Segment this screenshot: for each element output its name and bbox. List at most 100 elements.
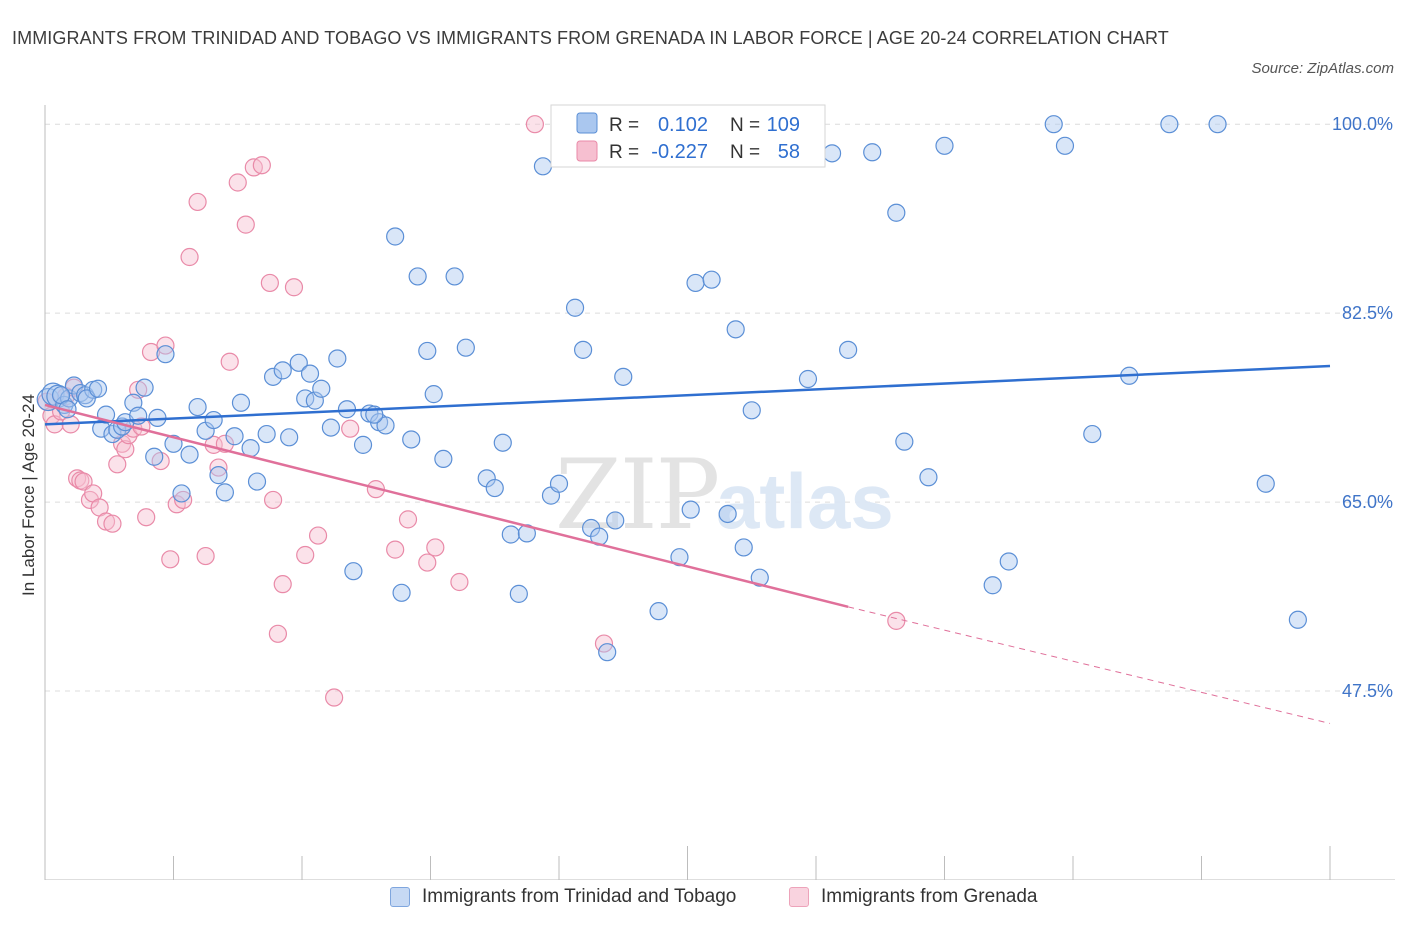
point-trinidad-90: [895, 432, 914, 451]
point-trinidad-109: [681, 500, 700, 519]
legend-n-label-2: N =: [730, 142, 760, 163]
point-trinidad-49: [386, 227, 405, 246]
point-trinidad-36: [280, 428, 299, 447]
point-trinidad-68: [573, 340, 593, 359]
legend-swatch-blue: [576, 112, 598, 134]
point-trinidad-82: [742, 401, 761, 420]
point-trinidad-91: [919, 468, 938, 487]
point-grenada-46: [308, 526, 328, 545]
chart-source: Source: ZipAtlas.com: [1251, 60, 1394, 77]
point-trinidad-33: [257, 424, 276, 444]
legend-bottom: Immigrants from Trinidad and Tobago Immi…: [0, 886, 1406, 918]
point-grenada-33: [209, 458, 228, 477]
trend-line-trinidad: [44, 364, 1331, 426]
y-tick-label-0: 47.5%: [1342, 681, 1393, 701]
point-trinidad-74: [649, 602, 668, 621]
point-trinidad-54: [424, 385, 443, 404]
point-grenada-15: [108, 455, 127, 474]
point-grenada-44: [284, 278, 304, 297]
point-trinidad-28: [215, 483, 234, 502]
point-trinidad-64: [533, 157, 553, 176]
point-grenada-36: [228, 173, 247, 192]
point-trinidad-67: [565, 298, 585, 317]
point-trinidad-101: [1256, 474, 1275, 493]
point-trinidad-52: [408, 267, 427, 286]
scatter-chart: ZIP atlas 47.5%65.0%82.5%100.0% 0.0%8.0%…: [19, 104, 1395, 880]
point-grenada-50: [386, 540, 405, 559]
point-trinidad-30: [231, 393, 251, 412]
point-trinidad-72: [606, 511, 625, 530]
point-trinidad-83: [750, 568, 769, 587]
series-grenada-points: [37, 115, 906, 707]
point-trinidad-50: [392, 583, 411, 602]
point-grenada-48: [341, 419, 360, 438]
point-trinidad-89: [887, 203, 906, 222]
point-grenada-51: [398, 510, 418, 529]
point-trinidad-45: [353, 435, 373, 454]
y-axis-label: In Labor Force | Age 20-24: [19, 394, 38, 596]
point-trinidad-29: [225, 427, 244, 446]
point-trinidad-88: [863, 143, 882, 162]
legend-swatch-grenada: [789, 887, 809, 907]
watermark-atlas: atlas: [716, 457, 894, 545]
point-trinidad-51: [402, 430, 421, 449]
point-trinidad-23: [180, 445, 199, 464]
point-trinidad-77: [686, 273, 705, 293]
legend-item-grenada: Immigrants from Grenada: [789, 886, 1037, 908]
axes: [44, 105, 1395, 880]
point-trinidad-40: [312, 379, 331, 398]
point-trinidad-16: [129, 406, 148, 425]
point-trinidad-102: [1288, 610, 1307, 629]
watermark: ZIP atlas: [555, 439, 894, 551]
point-trinidad-100: [1208, 115, 1227, 134]
point-trinidad-97: [1083, 424, 1102, 444]
point-grenada-9: [74, 472, 93, 491]
point-trinidad-95: [1044, 115, 1063, 134]
point-grenada-53: [426, 538, 445, 557]
point-trinidad-60: [493, 433, 512, 452]
point-trinidad-56: [445, 267, 464, 286]
point-grenada-52: [418, 553, 437, 572]
point-trinidad-66: [549, 474, 569, 493]
trend-lines: [44, 364, 1331, 724]
point-trinidad-80: [726, 320, 745, 339]
point-trinidad-81: [734, 538, 753, 557]
chart-title: IMMIGRANTS FROM TRINIDAD AND TOBAGO VS I…: [12, 28, 1169, 48]
legend-n-label-1: N =: [730, 115, 760, 136]
point-trinidad-71: [598, 643, 617, 662]
point-grenada-30: [188, 192, 207, 212]
point-grenada-43: [273, 575, 292, 594]
point-trinidad-61: [501, 525, 520, 544]
legend-swatch-pink: [576, 140, 598, 162]
point-trinidad-42: [328, 349, 347, 368]
point-trinidad-78: [702, 270, 721, 289]
point-trinidad-87: [839, 340, 858, 359]
y-tick-label-3: 100.0%: [1332, 114, 1393, 134]
point-trinidad-93: [983, 576, 1002, 595]
point-grenada-54: [450, 572, 469, 592]
series-trinidad-points: [36, 115, 1307, 662]
point-trinidad-62: [509, 584, 528, 603]
point-trinidad-27: [209, 466, 228, 485]
y-tick-label-2: 82.5%: [1342, 303, 1393, 323]
point-trinidad-18: [145, 447, 164, 466]
point-trinidad-17: [135, 378, 154, 397]
legend-swatch-trinidad: [390, 887, 410, 907]
point-trinidad-26: [204, 410, 223, 430]
trend-line-grenada: [44, 403, 849, 609]
point-trinidad-107: [300, 364, 320, 383]
point-trinidad-73: [614, 367, 633, 386]
trend-line-grenada-extension: [848, 606, 1331, 724]
point-trinidad-79: [718, 504, 737, 524]
point-trinidad-32: [247, 472, 267, 491]
point-grenada-37: [236, 215, 255, 234]
y-tick-label-1: 65.0%: [1342, 492, 1393, 512]
point-grenada-31: [196, 546, 215, 566]
point-trinidad-53: [418, 341, 437, 361]
point-trinidad-48: [376, 416, 395, 435]
legend-label-grenada: Immigrants from Grenada: [821, 886, 1038, 907]
grid-lines: [45, 123, 1395, 692]
point-grenada-57: [887, 611, 906, 630]
legend-top: R = 0.102 N = 109 R = -0.227 N = 58: [550, 104, 826, 168]
legend-r-label-1: R =: [609, 115, 639, 136]
